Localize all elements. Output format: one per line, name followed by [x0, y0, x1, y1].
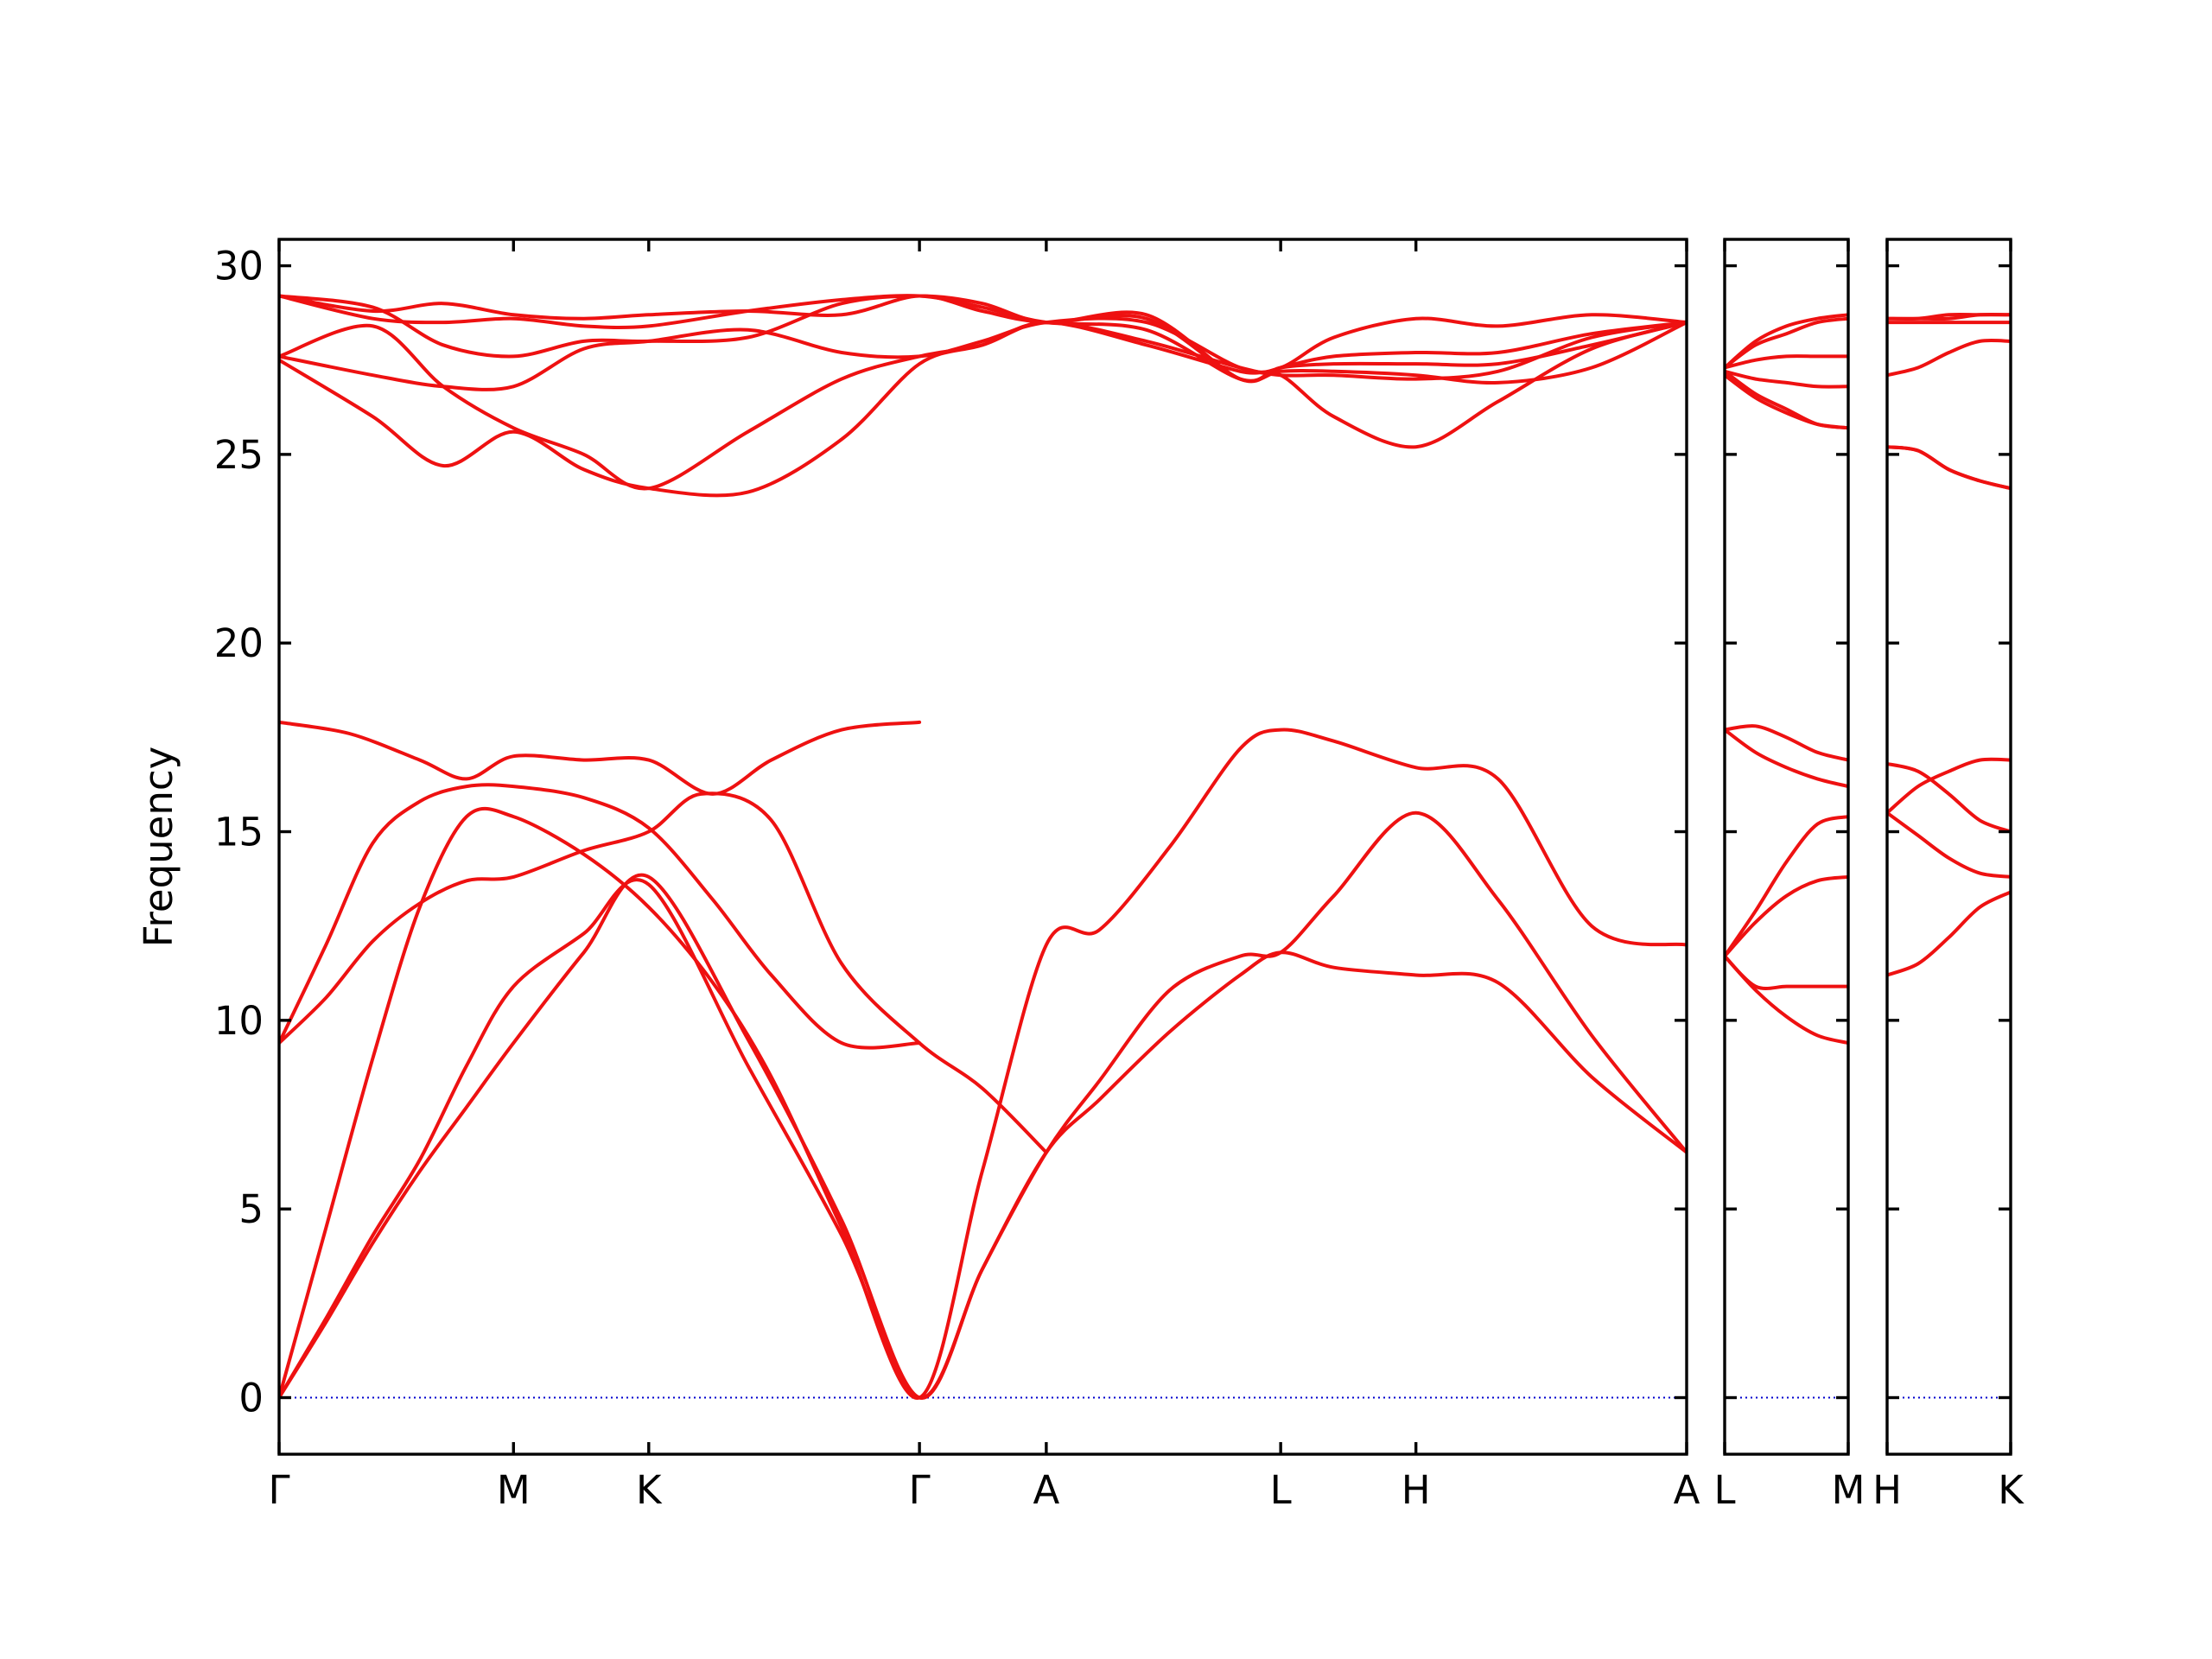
x-tick-label: H	[1402, 1467, 1431, 1513]
band-1-6	[279, 720, 922, 796]
band-3-4	[1887, 761, 2011, 834]
x-tick-label: K	[1998, 1467, 2024, 1513]
y-tick-label: 0	[238, 1376, 264, 1421]
band-1-10	[279, 294, 1687, 384]
band-2-3	[1725, 874, 1848, 958]
y-tick-label: 5	[238, 1186, 264, 1232]
band-3-6	[1887, 445, 2011, 491]
band-lines	[1887, 312, 2011, 977]
x-tick-label: M	[1832, 1467, 1866, 1513]
y-tick-label: 25	[214, 432, 264, 478]
band-3-1	[1887, 890, 2011, 977]
y-tick-label: 15	[214, 810, 264, 855]
panel-frame	[1723, 238, 1850, 1456]
x-tick-label: Γ	[909, 1467, 931, 1513]
band-1-3	[279, 728, 1687, 1400]
band-2-5	[1725, 728, 1848, 789]
band-1-11	[279, 294, 1687, 385]
y-tick-label: 10	[214, 998, 264, 1044]
band-1-2	[279, 810, 1687, 1400]
band-2-12	[1725, 313, 1848, 370]
band-2-6	[1725, 724, 1848, 762]
x-tick-label: K	[636, 1467, 663, 1513]
y-tick-label: 30	[214, 244, 264, 289]
band-1-12	[279, 294, 1687, 383]
band-3-10	[1887, 312, 2011, 321]
x-tick-label: L	[1713, 1467, 1735, 1513]
band-3-3	[1887, 757, 2011, 815]
y-axis-title: Frequency	[136, 747, 181, 947]
band-1-7	[279, 321, 1687, 498]
band-1-1	[279, 873, 1687, 1400]
y-axis-title-group: Frequency	[136, 747, 181, 947]
panel-frame	[1885, 238, 2012, 1456]
band-1-8	[279, 321, 1687, 491]
band-2-11	[1725, 316, 1848, 370]
band-2-2	[1725, 954, 1848, 1046]
band-lines	[279, 294, 1687, 1400]
x-tick-label: M	[497, 1467, 531, 1513]
x-tick-label: L	[1270, 1467, 1292, 1513]
band-2-8	[1725, 369, 1848, 430]
band-1-5	[279, 783, 922, 1050]
panel-1: 0 5 10 15 20 25 30 Γ M K Γ A L H A	[214, 238, 1700, 1513]
band-3-7	[1887, 338, 2011, 378]
band-2-10	[1725, 354, 1848, 370]
band-lines	[1725, 313, 1848, 1046]
x-tick-label: A	[1033, 1467, 1059, 1513]
y-tick-label: 20	[214, 620, 264, 666]
x-tick-label: H	[1872, 1467, 1902, 1513]
x-tick-label: A	[1674, 1467, 1700, 1513]
band-3-2	[1887, 810, 2011, 879]
x-tick-label: Γ	[268, 1467, 289, 1513]
band-2-9	[1725, 369, 1848, 389]
band-1-4	[279, 791, 1048, 1154]
panel-frame	[277, 238, 1688, 1456]
band-2-4	[1725, 815, 1848, 958]
band-2-1	[1725, 954, 1848, 991]
band-1-9	[279, 313, 1687, 391]
